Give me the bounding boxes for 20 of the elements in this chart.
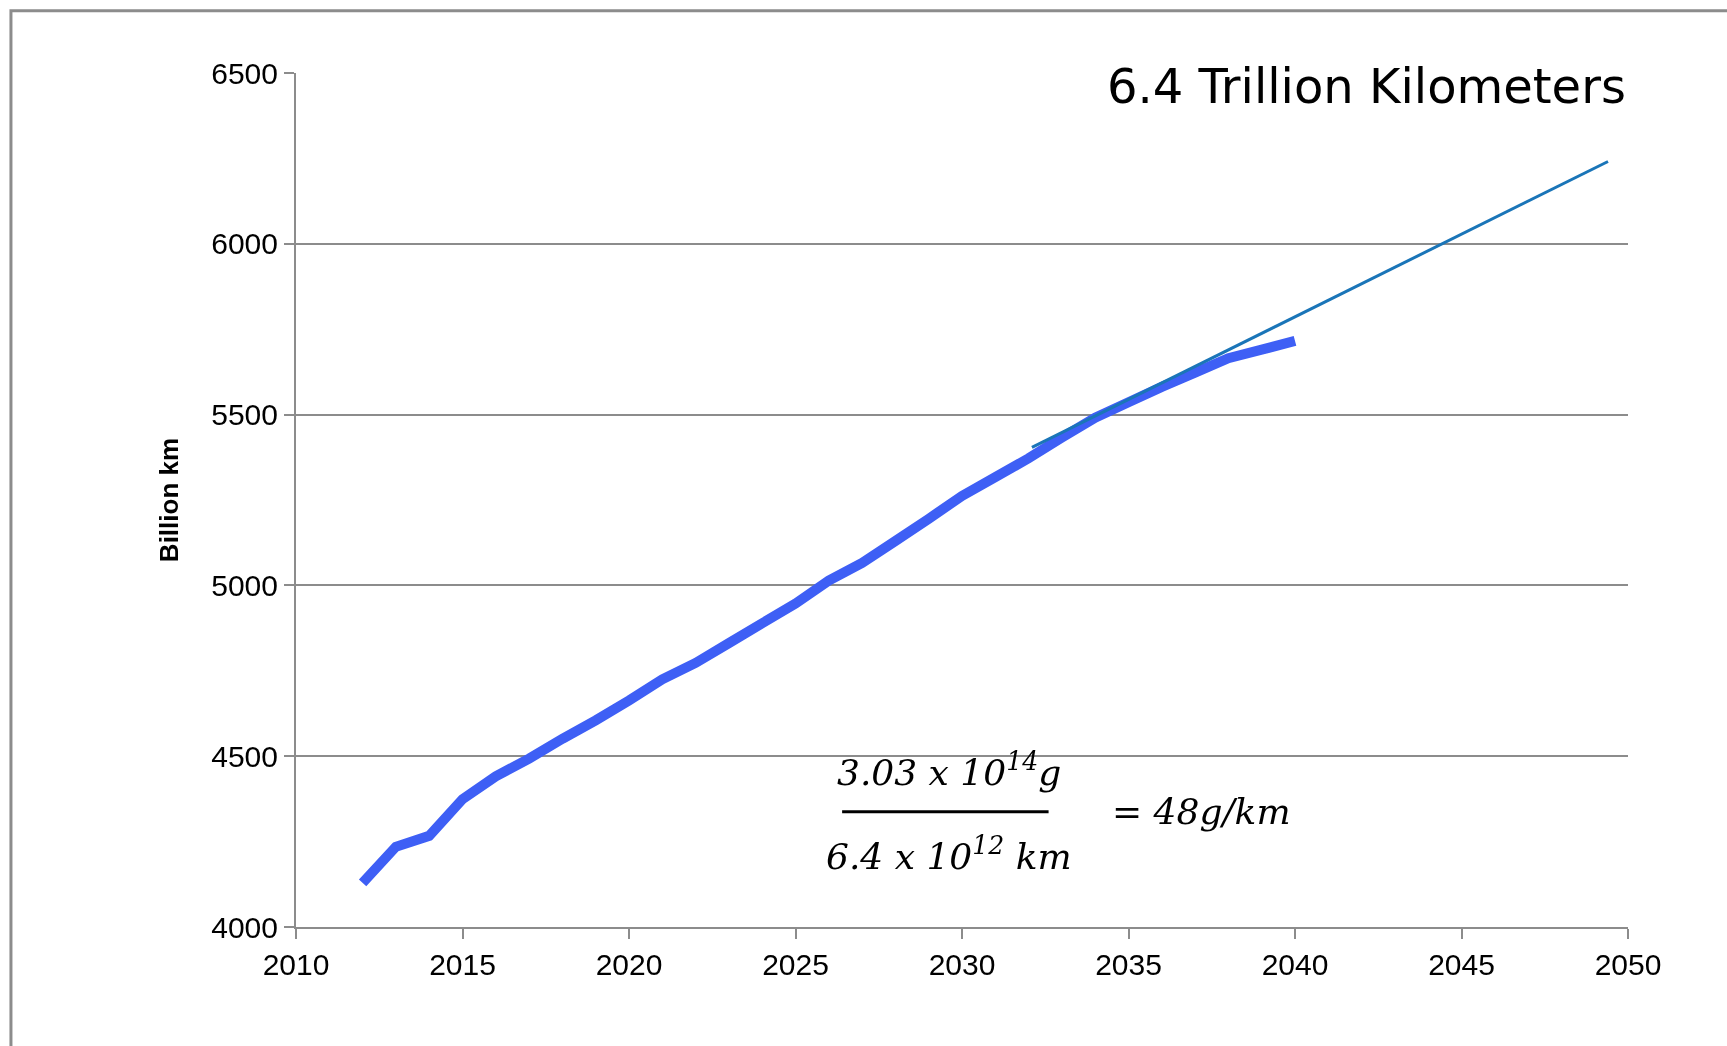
- annotation: 6.4 Trillion Kilometers: [1107, 58, 1626, 114]
- x-tick-label: 2030: [928, 948, 996, 981]
- y-tick-label: 4000: [211, 910, 278, 944]
- y-tick-label: 6000: [211, 227, 278, 261]
- y-tick-label: 4500: [211, 739, 278, 773]
- y-axis-title: Billion km: [154, 437, 185, 563]
- y-tick-label: 6500: [211, 56, 278, 90]
- x-tick-label: 2025: [762, 948, 829, 981]
- x-tick-label: 2035: [1095, 948, 1162, 981]
- x-tick-label: 2010: [262, 948, 330, 981]
- x-tick-label: 2015: [429, 948, 496, 981]
- annotation: 6.4 x 10$^{12}$ km: [826, 831, 1072, 878]
- x-tick-label: 2040: [1261, 948, 1329, 981]
- x-tick-label: 2045: [1428, 948, 1495, 981]
- x-tick-label: 2020: [595, 948, 663, 981]
- annotation: = 48g/km: [1112, 791, 1291, 832]
- y-tick-label: 5500: [211, 398, 278, 432]
- y-tick-label: 5000: [211, 568, 278, 602]
- x-tick-label: 2050: [1594, 948, 1662, 981]
- annotation: 3.03 x 10$^{14}$g: [837, 747, 1062, 794]
